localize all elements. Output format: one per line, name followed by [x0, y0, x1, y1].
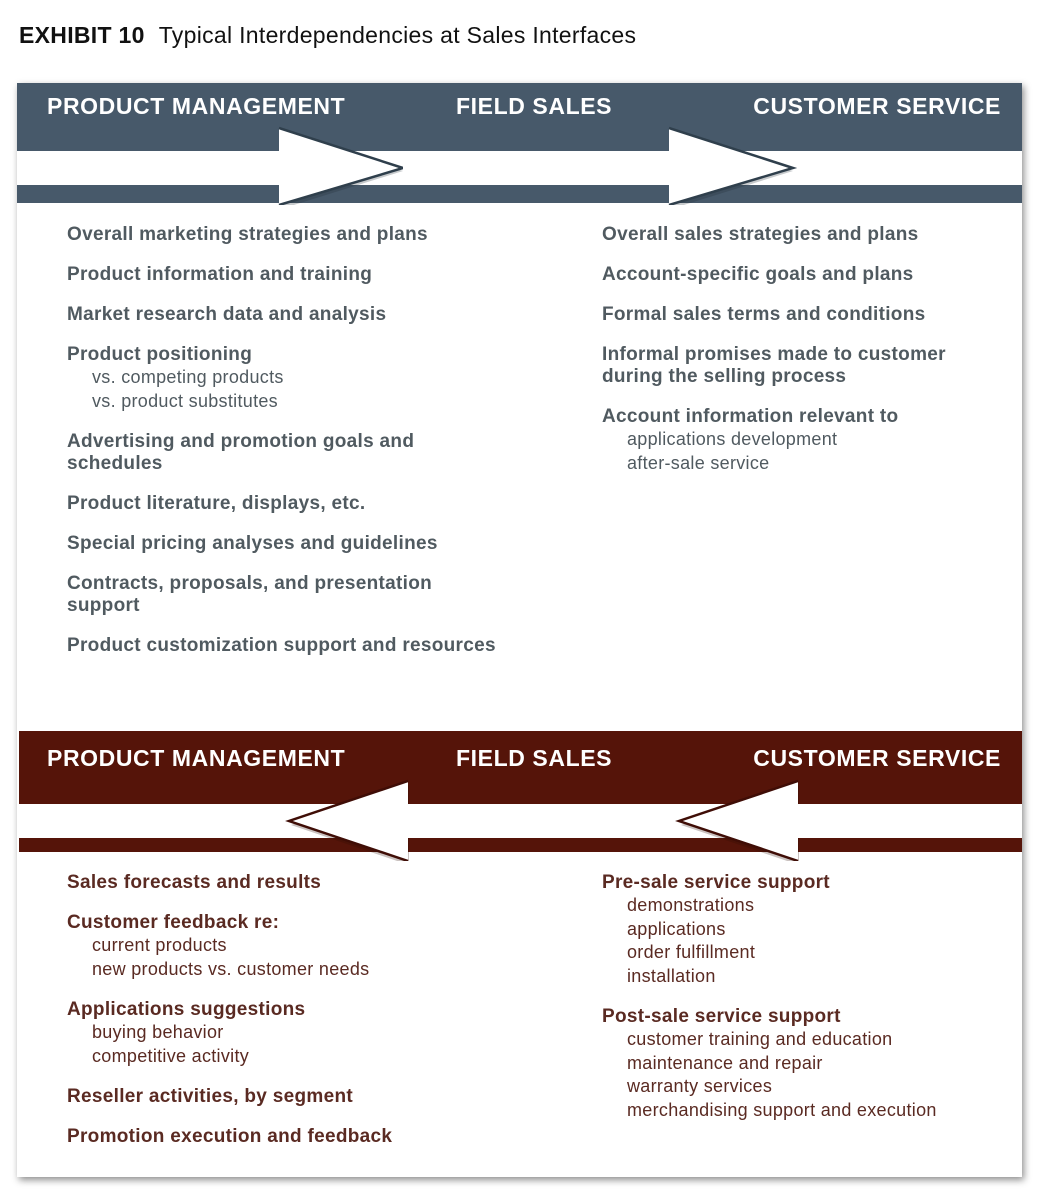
list-item-heading: Post-sale service support — [602, 1006, 841, 1027]
bottom-header-customer-service: CUSTOMER SERVICE — [753, 745, 1001, 771]
list-subitem: installation — [627, 965, 716, 986]
right-arrow — [17, 128, 403, 205]
list-item-heading: Overall marketing strategies and plans — [67, 224, 428, 245]
list-item: Informal promises made to customer durin… — [602, 344, 1002, 388]
list-item-heading: Promotion execution and feedback — [67, 1126, 393, 1147]
list-item-heading: Contracts, proposals, and presentation s… — [67, 573, 433, 616]
bottom-right-list: Pre-sale service support demonstrations ap… — [602, 872, 1002, 1140]
list-item-heading: Product customization support and resour… — [67, 635, 496, 656]
list-item-heading: Product positioning — [67, 344, 253, 365]
list-item: Formal sales terms and conditions — [602, 304, 1002, 326]
left-arrow-stroke — [285, 779, 409, 861]
list-item: Market research data and analysis — [67, 304, 497, 326]
bottom-band-graphic — [19, 731, 1022, 861]
left-arrow-2 — [679, 781, 1022, 861]
list-item: Special pricing analyses and guidelines — [67, 533, 497, 555]
list-item-heading: Special pricing analyses and guidelines — [67, 533, 438, 554]
left-arrow-2-stroke — [675, 779, 799, 861]
list-item-heading: Product literature, displays, etc. — [67, 493, 366, 514]
list-item: Contracts, proposals, and presentation s… — [67, 573, 497, 617]
list-subitem: competitive activity — [92, 1045, 250, 1066]
list-item: Overall marketing strategies and plans — [67, 224, 497, 246]
list-subitem: demonstrations — [627, 895, 755, 915]
top-band-graphic — [17, 83, 1022, 205]
list-item-heading: Overall sales strategies and plans — [602, 224, 919, 245]
list-item: Reseller activities, by segment — [67, 1086, 497, 1108]
top-left-list: Overall marketing strategies and plans Pr… — [67, 224, 497, 675]
top-header-customer-service: CUSTOMER SERVICE — [753, 93, 1001, 119]
list-item: Post-sale service support customer traini… — [602, 1006, 1002, 1122]
list-item: Applications suggestions buying behavior c… — [67, 999, 497, 1068]
bottom-header-field-sales: FIELD SALES — [456, 745, 613, 771]
list-item: Customer feedback re: current products new… — [67, 912, 497, 981]
list-item: Product customization support and resour… — [67, 635, 497, 657]
list-item: Promotion execution and feedback — [67, 1126, 497, 1148]
right-arrow-2-stroke — [668, 126, 798, 205]
diagram-card: PRODUCT MANAGEMENT FIELD SALES CUSTOMER … — [17, 83, 1022, 1177]
left-arrow — [289, 781, 677, 861]
exhibit-label: EXHIBIT 10 — [19, 22, 145, 48]
list-item: Account-specific goals and plans — [602, 264, 1002, 286]
list-item-heading: Product information and training — [67, 264, 373, 285]
list-subitem: applications development — [627, 429, 838, 449]
list-item: Product positioning vs. competing product… — [67, 344, 497, 413]
top-header-field-sales: FIELD SALES — [456, 93, 613, 119]
list-subitem: buying behavior — [92, 1022, 224, 1042]
list-subitem: order fulfillment — [627, 942, 756, 962]
list-item-heading: Customer feedback re: — [67, 912, 280, 933]
list-subitem: vs. product substitutes — [92, 390, 278, 411]
bottom-left-list: Sales forecasts and results Customer feed… — [67, 872, 497, 1166]
exhibit-title: EXHIBIT 10 Typical Interdependencies at S… — [19, 22, 636, 49]
list-item-heading: Pre-sale service support — [602, 872, 830, 893]
list-subitem: applications — [627, 918, 726, 939]
list-subitem: merchandising support and execution — [627, 1099, 937, 1120]
list-item-heading: Account information relevant to — [602, 406, 899, 427]
exhibit-title-text: Typical Interdependencies at Sales Inter… — [158, 22, 637, 48]
list-item: Overall sales strategies and plans — [602, 224, 1002, 246]
list-item-heading: Informal promises made to customer durin… — [602, 344, 946, 387]
list-item-heading: Account-specific goals and plans — [602, 264, 914, 285]
right-arrow-2 — [403, 128, 793, 205]
list-item-heading: Market research data and analysis — [67, 304, 387, 325]
list-subitem: after-sale service — [627, 452, 770, 473]
list-item: Pre-sale service support demonstrations ap… — [602, 872, 1002, 988]
list-subitem: maintenance and repair — [627, 1052, 823, 1073]
bottom-band: PRODUCT MANAGEMENT FIELD SALES CUSTOMER … — [17, 731, 1022, 861]
list-item-heading: Reseller activities, by segment — [67, 1086, 353, 1107]
list-subitem: warranty services — [627, 1076, 773, 1096]
list-subitem: customer training and education — [627, 1029, 893, 1049]
list-subitem: new products vs. customer needs — [92, 958, 370, 979]
list-item-heading: Applications suggestions — [67, 999, 306, 1020]
bottom-header-product-management: PRODUCT MANAGEMENT — [47, 745, 346, 771]
list-subitem: vs. competing products — [92, 367, 284, 387]
list-item-heading: Formal sales terms and conditions — [602, 304, 926, 325]
top-band: PRODUCT MANAGEMENT FIELD SALES CUSTOMER … — [17, 83, 1022, 205]
list-item: Sales forecasts and results — [67, 872, 497, 894]
top-right-list: Overall sales strategies and plans Accoun… — [602, 224, 1002, 493]
list-item: Product information and training — [67, 264, 497, 286]
list-item: Account information relevant to applicati… — [602, 406, 1002, 475]
list-item-heading: Sales forecasts and results — [67, 872, 322, 893]
list-item: Advertising and promotion goals and sche… — [67, 431, 497, 475]
list-subitem: current products — [92, 935, 227, 955]
list-item-heading: Advertising and promotion goals and sche… — [67, 431, 415, 474]
top-header-product-management: PRODUCT MANAGEMENT — [47, 93, 346, 119]
list-item: Product literature, displays, etc. — [67, 493, 497, 515]
